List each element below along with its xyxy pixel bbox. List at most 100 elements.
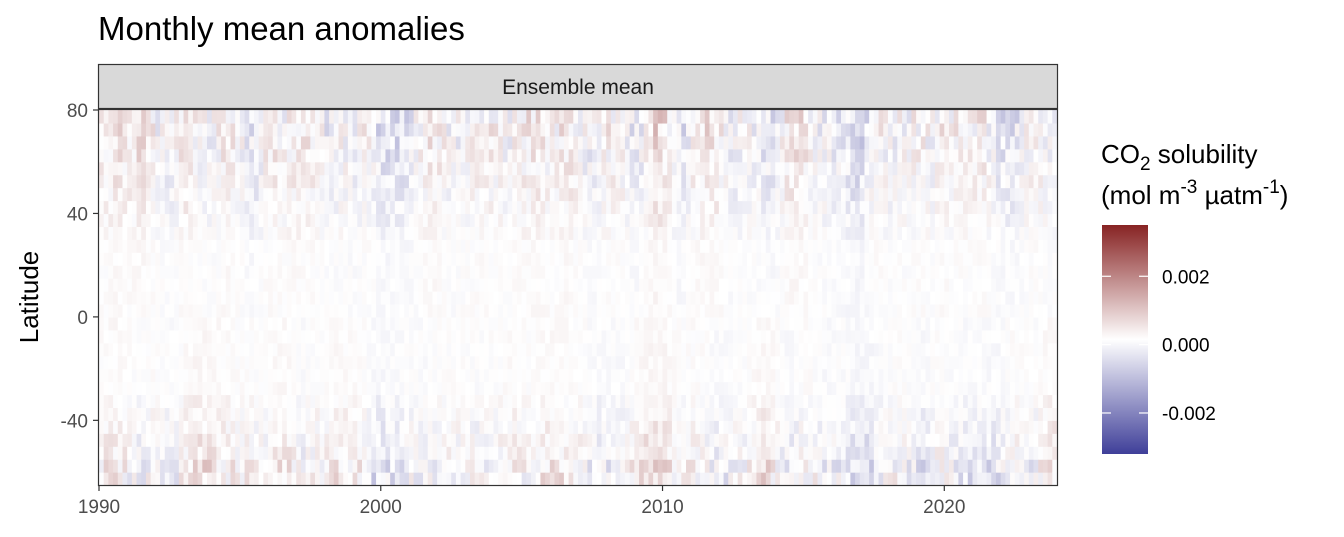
heatmap-cell — [197, 265, 203, 279]
heatmap-cell — [657, 342, 664, 357]
heatmap-cell — [197, 187, 203, 202]
heatmap-cell — [620, 278, 626, 292]
heatmap-cell — [822, 459, 828, 473]
heatmap-cell — [855, 420, 861, 434]
heatmap-cell — [582, 265, 588, 279]
heatmap-cell — [376, 381, 382, 396]
heatmap-cell — [441, 355, 448, 370]
heatmap-cell — [408, 329, 415, 344]
heatmap-cell — [756, 161, 762, 176]
heatmap-cell — [568, 161, 574, 176]
heatmap-cell — [108, 252, 114, 266]
heatmap-cell — [554, 200, 560, 215]
heatmap-cell — [855, 459, 861, 473]
heatmap-cell — [446, 433, 452, 447]
heatmap-cell — [291, 148, 297, 163]
heatmap-cell — [371, 122, 377, 137]
heatmap-cell — [629, 278, 635, 292]
heatmap-cell — [164, 329, 171, 344]
heatmap-cell — [676, 342, 682, 357]
heatmap-cell — [521, 161, 527, 176]
heatmap-cell — [319, 368, 326, 383]
heatmap-cell — [207, 407, 213, 421]
heatmap-cell — [883, 472, 889, 486]
heatmap-cell — [361, 329, 368, 344]
heatmap-cell — [831, 278, 837, 292]
heatmap-cell — [657, 239, 664, 253]
heatmap-cell — [747, 433, 753, 447]
heatmap-cell — [99, 110, 105, 124]
heatmap-cell — [263, 161, 269, 176]
heatmap-cell — [770, 316, 776, 331]
heatmap-cell — [700, 278, 706, 292]
heatmap-cell — [263, 110, 269, 124]
heatmap-cell — [437, 239, 443, 253]
heatmap-cell — [427, 407, 434, 421]
heatmap-cell — [765, 239, 772, 253]
heatmap-cell — [789, 213, 795, 227]
heatmap-cell — [169, 148, 175, 163]
heatmap-cell — [296, 226, 302, 240]
heatmap-cell — [686, 278, 692, 292]
heatmap-cell — [394, 135, 401, 150]
heatmap-cell — [390, 278, 396, 292]
heatmap-cell — [441, 291, 448, 305]
heatmap-cell — [700, 110, 706, 124]
heatmap-cell — [512, 472, 518, 486]
heatmap-cell — [253, 265, 260, 279]
heatmap-cell — [742, 265, 748, 279]
heatmap-cell — [812, 135, 819, 150]
heatmap-cell — [469, 355, 476, 370]
heatmap-cell — [113, 161, 119, 176]
heatmap-cell — [404, 329, 410, 344]
heatmap-cell — [160, 394, 166, 409]
heatmap-cell — [864, 226, 870, 240]
heatmap-cell — [352, 368, 358, 383]
heatmap-cell — [747, 265, 753, 279]
heatmap-cell — [197, 278, 203, 292]
heatmap-cell — [188, 252, 194, 266]
heatmap-cell — [784, 433, 790, 447]
heatmap-cell — [150, 135, 156, 150]
heatmap-cell — [756, 291, 762, 305]
heatmap-cell — [610, 368, 617, 383]
heatmap-cell — [418, 459, 424, 473]
heatmap-cell — [596, 161, 603, 176]
heatmap-cell — [784, 420, 790, 434]
heatmap-cell — [794, 148, 800, 163]
heatmap-cell — [352, 446, 358, 460]
heatmap-cell — [202, 381, 208, 396]
heatmap-cell — [747, 446, 753, 460]
heatmap-cell — [686, 303, 692, 318]
heatmap-cell — [127, 342, 133, 357]
heatmap-cell — [333, 459, 340, 473]
heatmap-cell — [526, 213, 532, 227]
heatmap-cell — [516, 239, 523, 253]
heatmap-cell — [714, 135, 720, 150]
heatmap-cell — [418, 472, 424, 486]
heatmap-cell — [878, 174, 884, 189]
heatmap-cell — [770, 226, 776, 240]
heatmap-cell — [535, 381, 542, 396]
heatmap-cell — [291, 420, 297, 434]
heatmap-cell — [164, 342, 171, 357]
heatmap-cell — [366, 174, 372, 189]
heatmap-cell — [784, 213, 790, 227]
heatmap-cell — [465, 355, 471, 370]
heatmap-cell — [512, 446, 518, 460]
heatmap-cell — [145, 239, 152, 253]
heatmap-cell — [127, 278, 133, 292]
heatmap-cell — [174, 407, 180, 421]
heatmap-cell — [333, 148, 340, 163]
heatmap-cell — [902, 316, 908, 331]
heatmap-cell — [648, 420, 654, 434]
heatmap-cell — [258, 446, 264, 460]
heatmap-cell — [582, 135, 588, 150]
heatmap-cell — [235, 381, 241, 396]
heatmap-cell — [145, 187, 152, 202]
heatmap-cell — [883, 200, 889, 215]
heatmap-cell — [286, 355, 293, 370]
heatmap-cell — [103, 446, 109, 460]
heatmap-cell — [305, 472, 311, 486]
heatmap-cell — [347, 135, 354, 150]
